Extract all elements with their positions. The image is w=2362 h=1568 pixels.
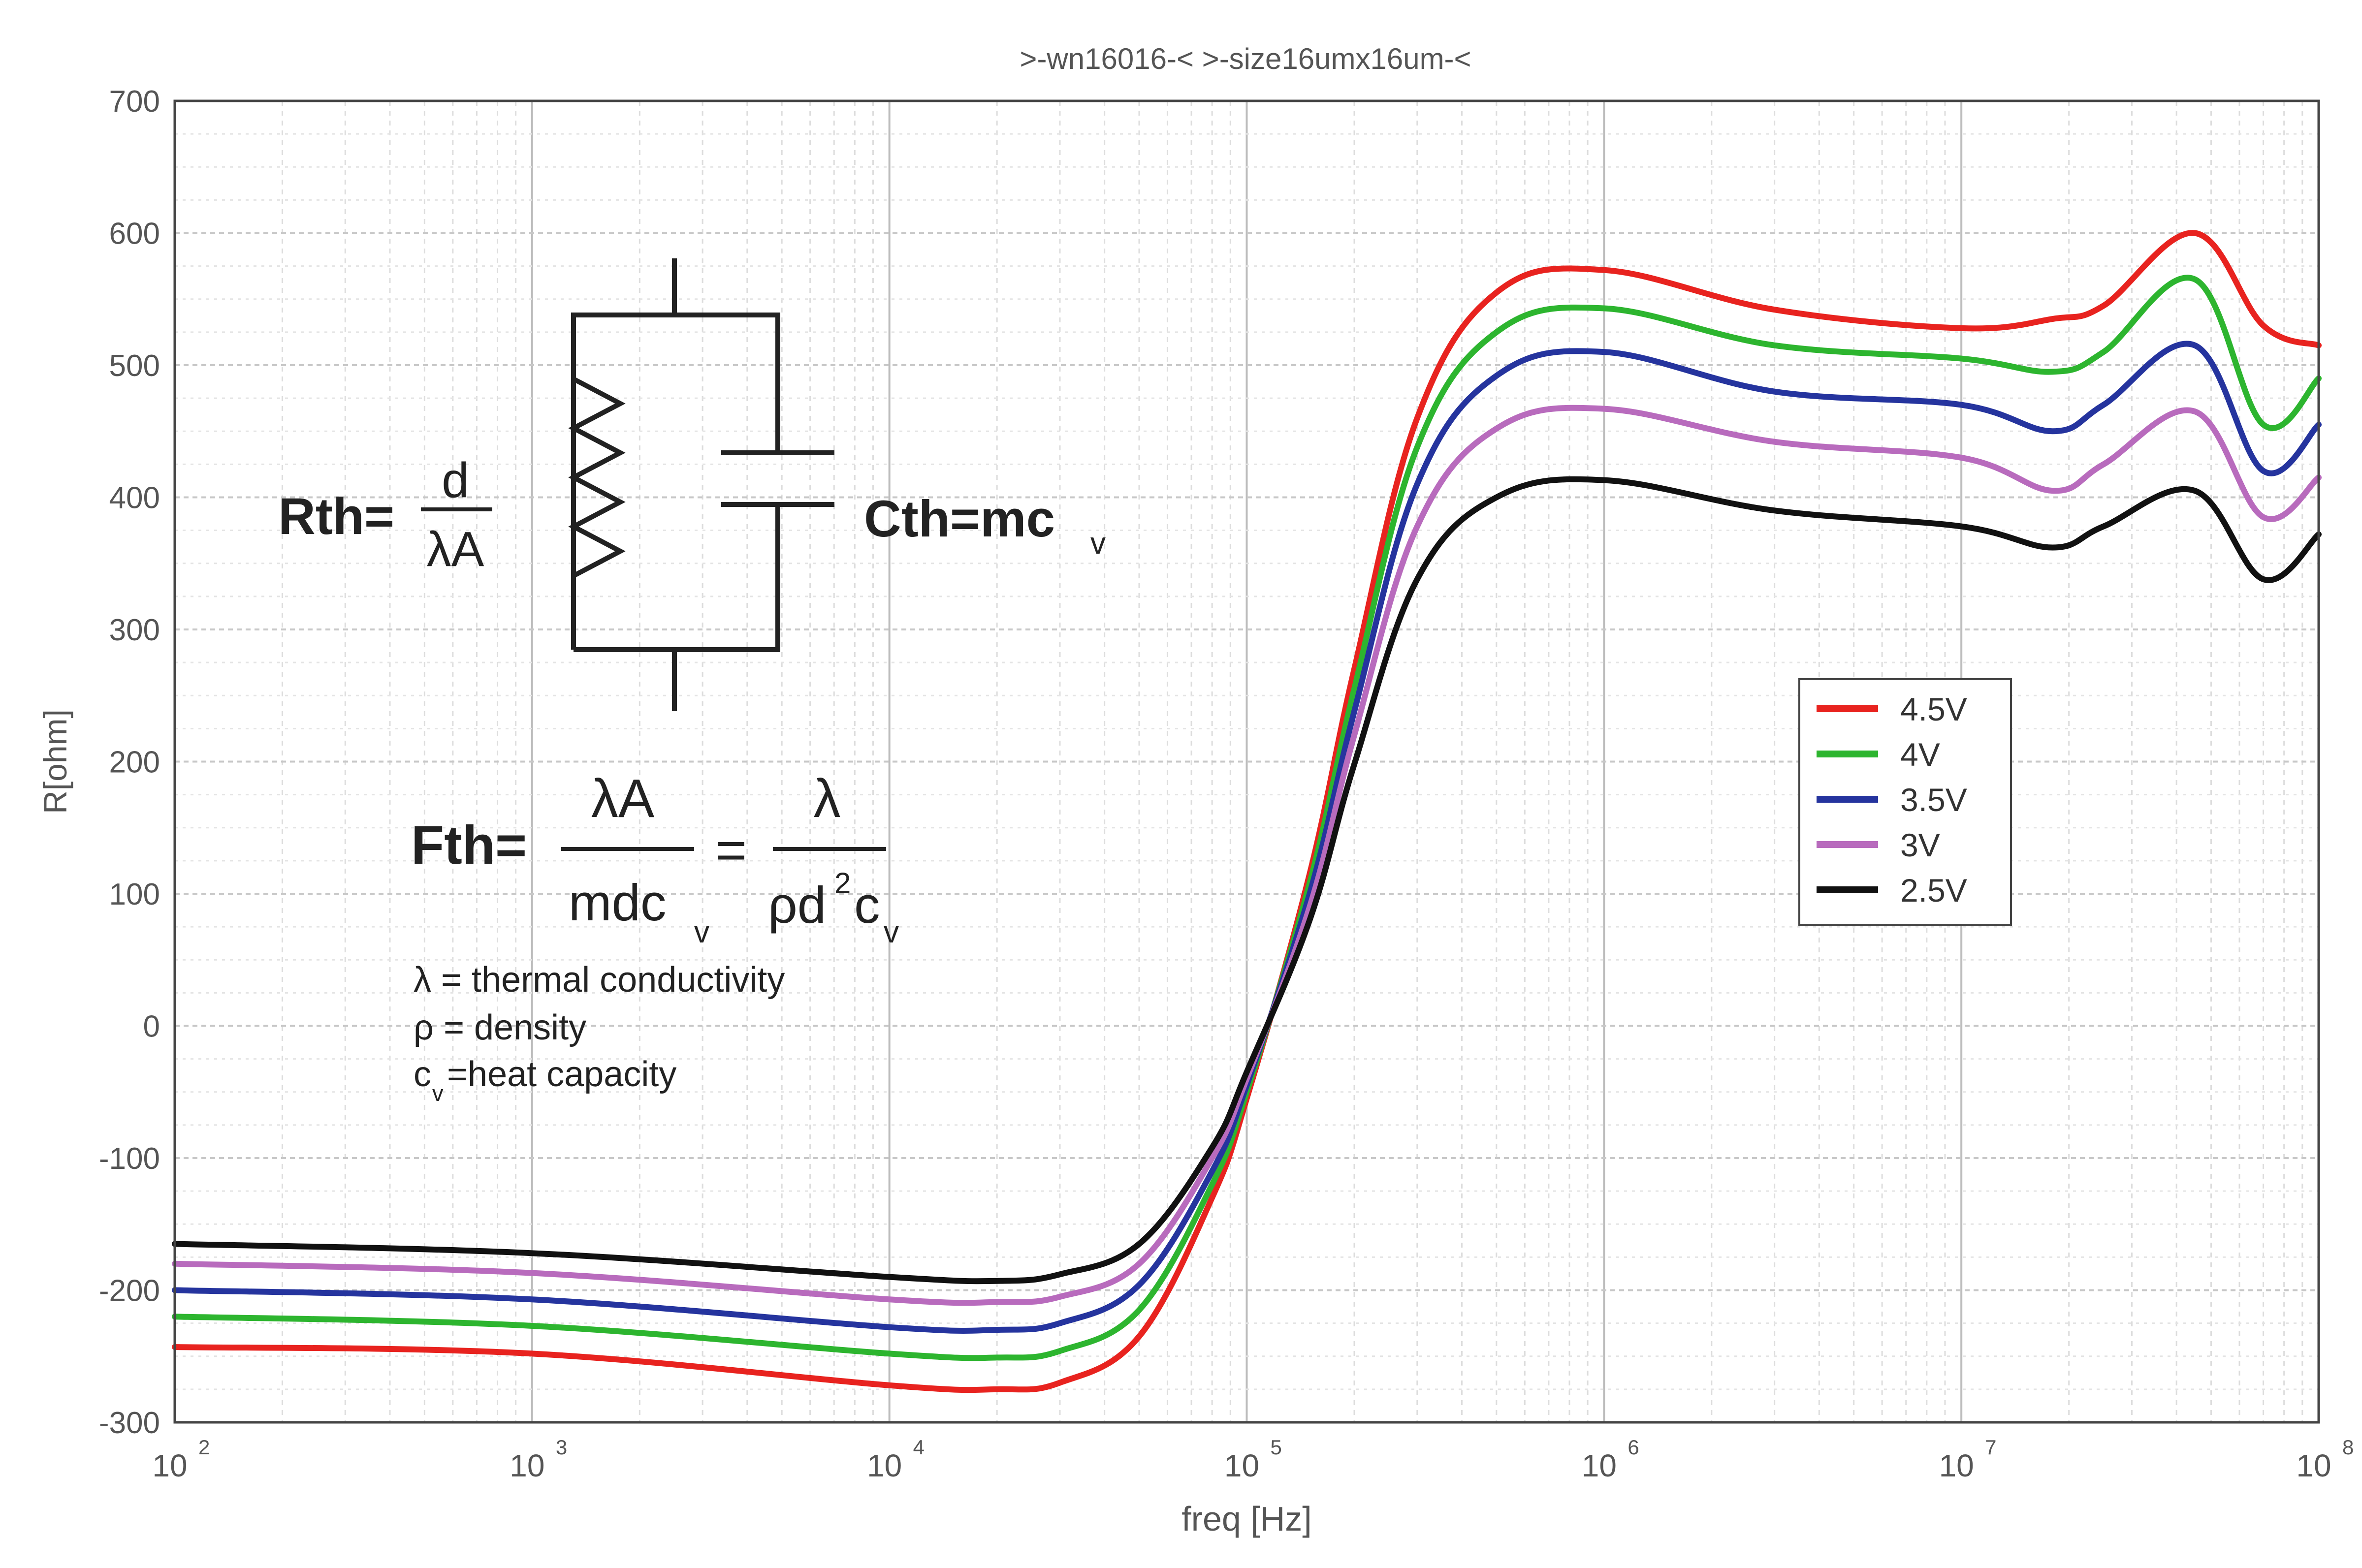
x-tick-label: 10 — [867, 1448, 902, 1483]
fth-equals: = — [715, 820, 747, 880]
definition-cv-c: c — [414, 1055, 431, 1094]
rth-numerator: d — [442, 453, 469, 508]
rth-denominator: λA — [427, 522, 484, 577]
formula-rth: Rth= d λA — [278, 453, 492, 577]
definitions: λ = thermal conductivity ρ = density c v… — [414, 960, 785, 1106]
fth-numerator-1: λA — [591, 768, 655, 829]
formula-cth: Cth=mc v — [864, 490, 1106, 561]
y-tick-label: 100 — [109, 878, 160, 911]
formula-fth: Fth= λA mdc v = λ ρd 2 c v — [411, 768, 899, 949]
y-tick-label: 0 — [143, 1010, 160, 1044]
definition-cv-rest: =heat capacity — [447, 1055, 676, 1094]
legend-label: 2.5V — [1900, 872, 1967, 909]
fth-denominator-2-c: c — [854, 877, 880, 934]
series-group — [172, 230, 2322, 1393]
definition-lambda: λ = thermal conductivity — [414, 960, 785, 1000]
legend: 4.5V 4V 3.5V 3V 2.5V — [1798, 678, 2012, 926]
grid — [174, 100, 2319, 1423]
x-tick-exponent: 8 — [2342, 1436, 2354, 1459]
x-tick-exponent: 6 — [1628, 1436, 1639, 1459]
legend-label: 4V — [1900, 736, 1940, 773]
axes: 700 600 500 400 300 200 100 0 -100 -200 -300 10 2 10 3… — [37, 85, 2354, 1538]
legend-label: 4.5V — [1900, 691, 1967, 727]
fth-denominator-1: mdc — [569, 874, 666, 932]
legend-box — [1798, 678, 2012, 926]
series-line-3_5V — [172, 341, 2322, 1334]
x-axis-label: freq [Hz] — [1181, 1500, 1312, 1538]
definition-rho: ρ = density — [414, 1008, 586, 1047]
x-tick-exponent: 7 — [1985, 1436, 1996, 1459]
chart-title: >-wn16016-< >-size16umx16um-< — [1020, 42, 1471, 75]
y-tick-label: 400 — [109, 481, 160, 515]
cth-main: Cth=mc — [864, 490, 1055, 548]
x-tick-exponent: 5 — [1271, 1436, 1282, 1459]
legend-label: 3V — [1900, 827, 1940, 863]
x-tick-label: 10 — [1582, 1448, 1617, 1483]
cth-text: Cth=mc — [864, 490, 1055, 548]
fth-denominator-2-subscript: v — [884, 915, 899, 949]
fth-numerator-2: λ — [814, 768, 841, 829]
y-tick-label: -200 — [99, 1274, 160, 1308]
series-line-2_5V — [172, 476, 2322, 1285]
x-tick-label: 10 — [2296, 1448, 2331, 1483]
x-tick-label: 10 — [1939, 1448, 1974, 1483]
rth-lhs: Rth= — [278, 488, 394, 545]
legend-label: 3.5V — [1900, 782, 1967, 818]
fth-denominator-1-subscript: v — [694, 915, 709, 949]
y-tick-label: -300 — [99, 1406, 160, 1440]
fth-denominator-2: ρd — [768, 877, 826, 934]
y-tick-label: 600 — [109, 217, 160, 251]
y-tick-label: 200 — [109, 746, 160, 780]
x-tick-exponent: 3 — [556, 1436, 567, 1459]
x-tick-label: 10 — [152, 1448, 187, 1483]
series-line-3V — [172, 405, 2322, 1306]
x-tick-label: 10 — [1224, 1448, 1259, 1483]
circuit-diagram — [568, 258, 834, 711]
y-tick-label: 500 — [109, 349, 160, 383]
y-tick-label: 300 — [109, 613, 160, 647]
x-tick-exponent: 2 — [198, 1436, 210, 1459]
y-axis-label: R[ohm] — [37, 709, 73, 814]
definition-cv-subscript: v — [432, 1081, 444, 1106]
fth-lhs: Fth= — [411, 815, 527, 876]
cth-subscript: v — [1090, 527, 1106, 561]
x-tick-exponent: 4 — [913, 1436, 925, 1459]
y-tick-label: 700 — [109, 85, 160, 119]
series-line-4_5V — [172, 230, 2322, 1393]
series-line-4V — [172, 275, 2322, 1361]
fth-denominator-2-superscript: 2 — [834, 867, 851, 900]
plot-frame — [173, 99, 2320, 1424]
y-tick-label: -100 — [99, 1142, 160, 1176]
x-tick-label: 10 — [510, 1448, 544, 1483]
